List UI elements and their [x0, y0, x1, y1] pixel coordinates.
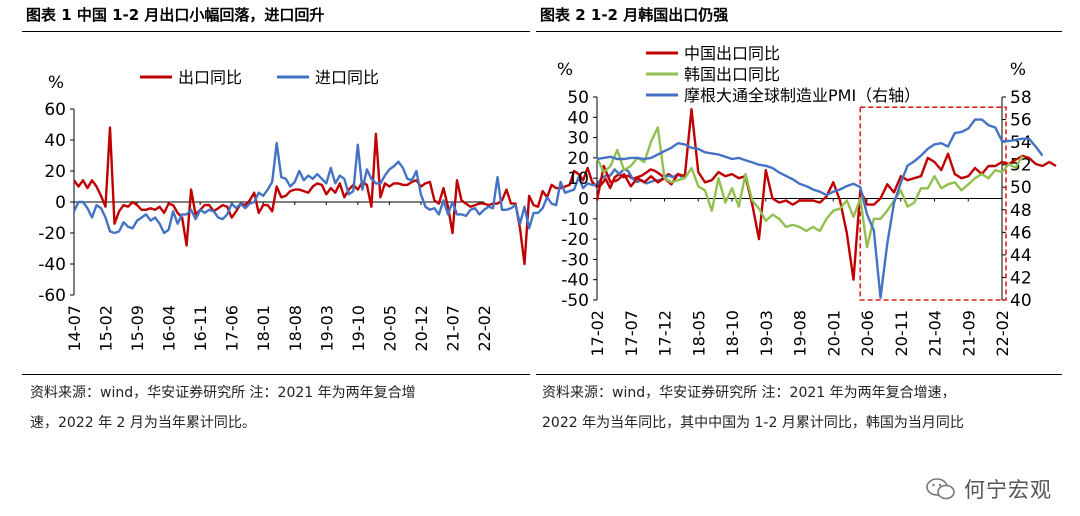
- figure2-source-line1: 资料来源：wind，华安证券研究所 注：2021 年为两年复合增速，: [542, 385, 956, 401]
- y-tick-label: -30: [561, 250, 589, 270]
- x-tick-label: 22-02: [993, 310, 1012, 357]
- y-tick-label: -20: [561, 230, 589, 250]
- y2-tick-label: 50: [1010, 178, 1032, 198]
- y-tick-label: 40: [44, 131, 66, 151]
- series-line-摩根大通全球制造业PMI（右轴）: [596, 118, 1044, 299]
- figure1-source-rule: [22, 374, 530, 375]
- y-tick-label: -60: [38, 286, 66, 306]
- y-tick-label: -40: [561, 271, 589, 291]
- legend-label: 中国出口同比: [684, 44, 780, 63]
- y-tick-label: 20: [567, 149, 589, 169]
- legend-label: 摩根大通全球制造业PMI（右轴）: [684, 86, 920, 105]
- y-tick-label: 0: [578, 190, 589, 210]
- highlight-box: [859, 106, 1007, 301]
- y-tick-label: -40: [38, 255, 66, 275]
- figure2-source-line2: 2022 年为当年同比，其中中国为 1-2 月累计同比，韩国为当月同比: [542, 415, 964, 431]
- y-tick-label: 50: [567, 88, 589, 108]
- x-tick-label: 22-02: [475, 305, 494, 352]
- y-tick-label: -10: [561, 210, 589, 230]
- series-line-进口同比: [72, 141, 683, 235]
- watermark-text: 何宁宏观: [964, 478, 1052, 502]
- y-tick-label: -50: [561, 291, 589, 311]
- figure1-title: 图表 1 中国 1-2 月出口小幅回落，进口回升: [26, 6, 325, 24]
- x-tick-label: 19-10: [349, 305, 368, 352]
- figure1-title-rule: [22, 31, 530, 32]
- y-tick-label: 10: [567, 169, 589, 189]
- figure1-source-note: 资料来源：wind，华安证券研究所 注：2021 年为两年复合增 速，2022 …: [30, 378, 530, 438]
- x-tick-label: 20-11: [892, 310, 911, 357]
- x-tick-label: 15-02: [97, 305, 116, 352]
- y2-tick-label: 44: [1010, 246, 1032, 266]
- x-tick-label: 16-11: [191, 305, 210, 352]
- y2-tick-label: 40: [1010, 291, 1032, 311]
- x-tick-label: 20-12: [412, 305, 431, 352]
- figure2-title-rule: [536, 31, 1062, 32]
- x-tick-label: 16-04: [160, 305, 179, 352]
- figure2-source-note: 资料来源：wind，华安证券研究所 注：2021 年为两年复合增速， 2022 …: [542, 378, 1062, 438]
- y2-tick-label: 56: [1010, 111, 1032, 131]
- legend-label: 进口同比: [315, 68, 379, 87]
- y-tick-label: 30: [567, 129, 589, 149]
- x-tick-label: 17-06: [223, 305, 242, 352]
- series-line-出口同比: [73, 126, 674, 266]
- x-tick-label: 18-05: [689, 310, 708, 357]
- figure2-title: 图表 2 1-2 月韩国出口仍强: [540, 6, 729, 24]
- x-tick-label: 14-07: [65, 305, 84, 352]
- watermark: 何宁宏观: [926, 474, 1052, 504]
- x-tick-label: 17-12: [656, 310, 675, 357]
- x-tick-label: 17-02: [588, 310, 607, 357]
- y-tick-label: 20: [44, 162, 66, 182]
- y2-tick-label: 54: [1010, 133, 1032, 153]
- figure2-chart: 50403020100-10-20-30-40-50%5856545250484…: [557, 44, 1057, 357]
- x-tick-label: 19-08: [791, 310, 810, 357]
- x-tick-label: 20-01: [824, 310, 843, 357]
- x-tick-label: 15-09: [128, 305, 147, 352]
- y-axis-unit: %: [557, 60, 573, 80]
- y-axis-unit: %: [48, 73, 64, 93]
- figure2-source-rule: [536, 374, 1062, 375]
- x-tick-label: 21-09: [959, 310, 978, 357]
- figure1-source-line1: 资料来源：wind，华安证券研究所 注：2021 年为两年复合增: [30, 385, 416, 401]
- legend-label: 韩国出口同比: [684, 65, 780, 84]
- x-tick-label: 18-01: [254, 305, 273, 352]
- y2-tick-label: 58: [1010, 88, 1032, 108]
- x-tick-label: 17-07: [622, 310, 641, 357]
- y2-tick-label: 46: [1010, 223, 1032, 243]
- y-tick-label: 60: [44, 100, 66, 120]
- series-line-韩国出口同比: [595, 126, 1024, 249]
- y2-tick-label: 48: [1010, 201, 1032, 221]
- legend-label: 出口同比: [178, 68, 242, 87]
- wechat-icon: [926, 478, 955, 500]
- figure1-source-line2: 速，2022 年 2 月为当年累计同比。: [30, 415, 256, 431]
- y-tick-label: -20: [38, 224, 66, 244]
- y-tick-label: 40: [567, 108, 589, 128]
- x-tick-label: 21-04: [926, 310, 945, 357]
- x-tick-label: 18-10: [723, 310, 742, 357]
- x-tick-label: 19-03: [757, 310, 776, 357]
- x-tick-label: 20-05: [380, 305, 399, 352]
- x-tick-label: 19-03: [317, 305, 336, 352]
- y2-axis-unit: %: [1010, 60, 1026, 80]
- x-tick-label: 20-06: [858, 310, 877, 357]
- x-tick-label: 21-07: [443, 305, 462, 352]
- x-tick-label: 18-08: [286, 305, 305, 352]
- y2-tick-label: 42: [1010, 268, 1032, 288]
- y-tick-label: 0: [55, 193, 66, 213]
- figure1-chart: 60 40 20 0 -20 -40 -60% 14-07 15-02 15-09 16-04 16-…: [38, 68, 683, 352]
